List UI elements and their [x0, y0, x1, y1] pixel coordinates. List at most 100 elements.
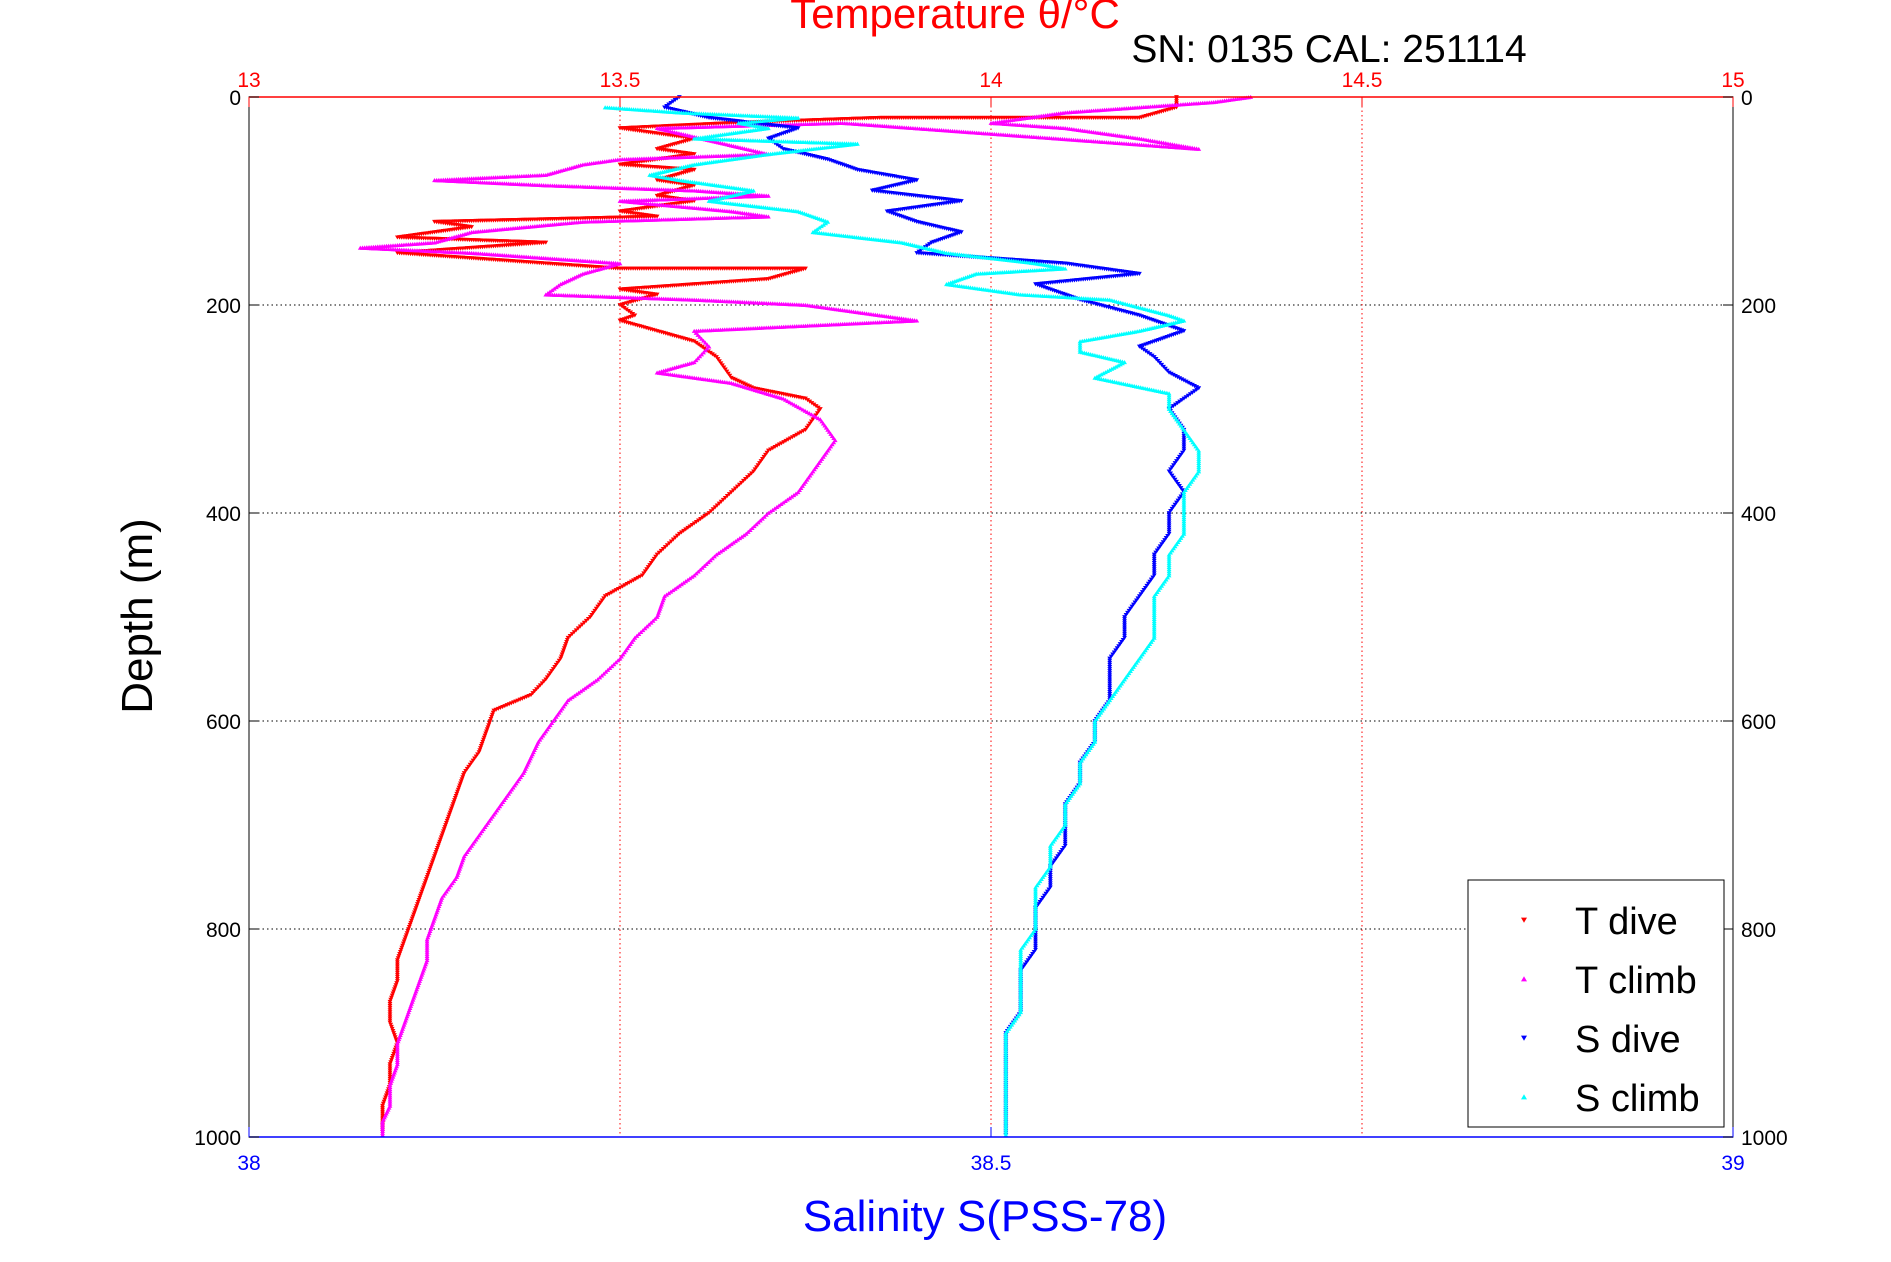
data-point — [479, 741, 485, 747]
data-point — [486, 723, 492, 728]
data-point — [446, 814, 451, 819]
data-point — [466, 764, 472, 769]
data-point — [420, 887, 426, 892]
data-point — [444, 818, 450, 823]
data-point — [441, 829, 446, 834]
data-point — [409, 918, 414, 923]
data-point — [809, 401, 815, 406]
data-point — [753, 522, 759, 527]
data-point — [645, 565, 651, 570]
data-point — [761, 514, 767, 519]
data-point — [701, 350, 706, 355]
data-point — [395, 1053, 400, 1058]
data-point — [387, 1097, 393, 1102]
data-point — [772, 445, 778, 450]
data-point — [693, 358, 699, 363]
data-point — [647, 563, 653, 568]
data-point — [443, 823, 449, 828]
data-point — [693, 330, 699, 335]
data-point — [395, 962, 400, 967]
data-point — [816, 409, 822, 414]
data-point — [929, 240, 935, 245]
data-point — [754, 465, 759, 470]
data-point — [770, 446, 776, 451]
data-point — [383, 1093, 389, 1098]
data-point — [654, 614, 660, 619]
data-point — [546, 673, 552, 678]
data-point — [416, 897, 422, 903]
data-point — [805, 398, 811, 403]
data-point — [488, 717, 494, 722]
data-point — [380, 1101, 386, 1106]
data-point — [685, 525, 691, 531]
data-point — [456, 785, 462, 790]
data-point — [787, 436, 793, 441]
data-point — [406, 927, 411, 932]
data-point — [419, 889, 425, 894]
data-point — [454, 791, 460, 796]
data-point — [453, 793, 459, 799]
data-point — [435, 843, 441, 848]
data-point — [683, 527, 689, 532]
data-point — [815, 405, 821, 410]
data-point — [631, 578, 636, 583]
data-point — [424, 945, 430, 950]
data-point — [706, 511, 712, 516]
data-point — [424, 951, 430, 956]
data-point — [387, 1014, 393, 1019]
data-point — [693, 519, 699, 525]
data-point — [714, 552, 719, 557]
data-point — [759, 516, 765, 521]
data-point — [417, 895, 423, 900]
data-point — [408, 920, 414, 925]
data-point — [707, 558, 713, 563]
data-point — [697, 334, 703, 339]
data-point — [620, 584, 626, 589]
data-point — [463, 769, 469, 774]
data-point — [553, 662, 559, 667]
data-point — [702, 340, 708, 345]
data-point — [395, 964, 400, 969]
data-point — [552, 665, 558, 670]
data-point — [400, 941, 406, 946]
data-point — [459, 777, 465, 782]
data-point — [406, 925, 412, 930]
data-point — [425, 873, 431, 878]
data-point — [621, 306, 627, 311]
data-point — [467, 762, 473, 767]
series-t-dive — [380, 95, 1179, 1134]
data-point — [449, 806, 454, 811]
data-point — [387, 1006, 393, 1011]
data-point — [633, 577, 639, 582]
data-point — [424, 937, 430, 942]
data-point — [635, 575, 641, 581]
data-point — [558, 654, 564, 659]
data-point — [672, 98, 678, 103]
data-point — [549, 669, 555, 674]
data-point — [421, 883, 427, 888]
data-point — [390, 1029, 396, 1034]
data-point — [420, 885, 426, 890]
data-point — [395, 979, 400, 984]
data-point — [697, 354, 703, 359]
data-point — [469, 760, 474, 765]
data-point — [461, 771, 467, 776]
data-point — [721, 365, 727, 370]
data-point — [794, 432, 800, 437]
data-point — [457, 783, 463, 788]
data-point — [691, 328, 697, 333]
data-point — [387, 1012, 393, 1017]
data-point — [601, 596, 607, 601]
data-point — [395, 1043, 400, 1048]
data-point — [395, 1055, 400, 1060]
data-point — [800, 429, 806, 434]
data-point — [415, 902, 420, 907]
data-point — [701, 563, 707, 568]
data-point — [391, 1051, 397, 1056]
data-point — [766, 510, 771, 515]
data-point — [450, 802, 456, 807]
data-point — [752, 467, 758, 472]
data-point — [763, 512, 769, 517]
data-point — [1174, 97, 1179, 102]
